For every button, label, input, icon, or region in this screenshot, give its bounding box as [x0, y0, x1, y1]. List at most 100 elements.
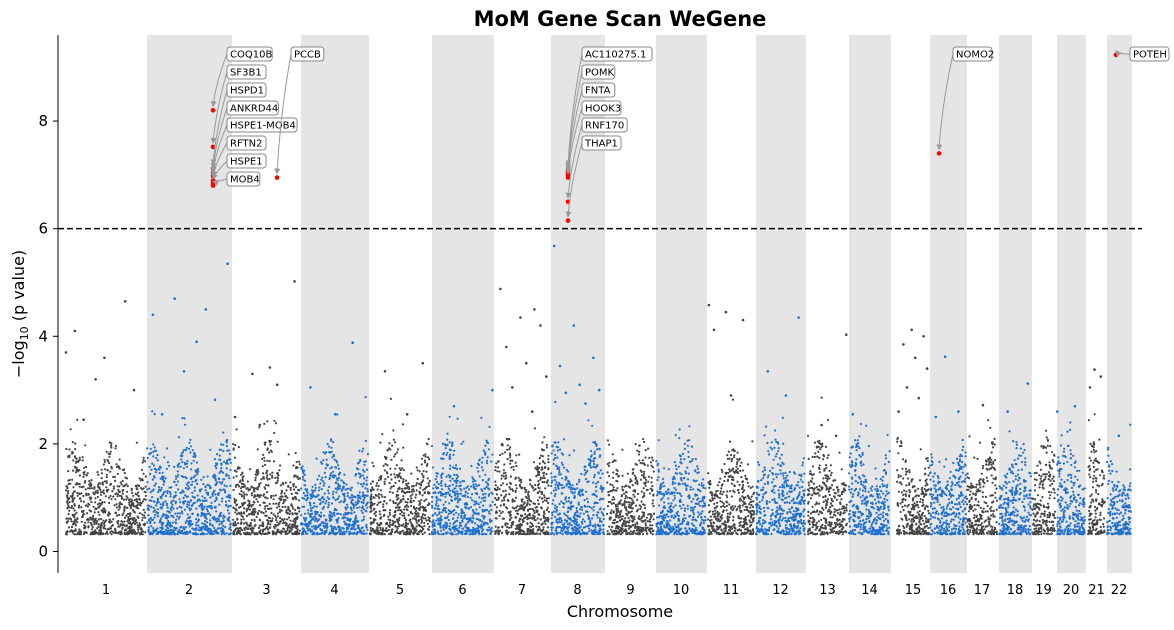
point-chr2 — [150, 505, 153, 508]
point-chr6 — [487, 494, 490, 497]
point-chr6 — [459, 481, 462, 484]
point-chr6 — [460, 516, 463, 519]
point-chr8 — [568, 507, 571, 510]
point-chr4 — [304, 484, 307, 487]
point-chr5 — [413, 527, 416, 530]
point-chr2 — [149, 447, 152, 450]
point-chr6 — [441, 488, 444, 491]
point-chr3 — [237, 511, 240, 514]
point-chr3 — [264, 463, 267, 466]
point-chr2 — [205, 499, 208, 502]
point-chr3 — [267, 528, 270, 531]
point-chr5 — [378, 510, 381, 513]
point-chr5 — [427, 456, 430, 459]
point-chr7 — [498, 530, 501, 533]
point-chr2 — [189, 445, 192, 448]
point-chr4 — [352, 532, 355, 536]
point-chr7 — [519, 483, 522, 486]
point-chr6 — [466, 527, 469, 530]
point-chr7 — [515, 516, 518, 519]
point-chr1 — [97, 473, 100, 476]
point-chr8 — [592, 459, 595, 462]
point-chr4 — [324, 476, 327, 479]
point-chr2 — [220, 463, 223, 466]
point-chr8 — [585, 490, 588, 493]
point-chr2 — [196, 482, 199, 485]
point-chr8 — [592, 465, 595, 468]
point-chr8 — [582, 512, 586, 515]
point-chr6 — [448, 527, 451, 531]
point-chr9 — [632, 532, 635, 535]
point-chr2 — [225, 473, 228, 476]
point-chr8 — [588, 527, 591, 530]
point-chr2 — [168, 486, 171, 489]
point-chr4 — [320, 462, 323, 465]
point-chr2 — [171, 503, 174, 506]
point-chr1 — [140, 530, 143, 533]
point-chr4 — [303, 469, 306, 472]
point-chr7 — [531, 507, 534, 511]
point-chr5 — [410, 497, 413, 500]
point-chr1 — [139, 479, 142, 482]
point-chr7 — [528, 530, 531, 533]
point-chr9 — [606, 439, 610, 442]
point-chr1 — [126, 490, 129, 493]
point-chr1 — [135, 441, 138, 444]
point-chr1 — [94, 497, 97, 500]
point-chr7 — [529, 528, 532, 532]
point-chr1 — [105, 519, 108, 522]
point-chr6 — [462, 517, 465, 520]
point-chr5 — [387, 515, 390, 518]
point-chr2 — [210, 532, 213, 536]
point-chr1 — [87, 521, 90, 524]
point-chr1 — [89, 482, 92, 485]
point-chr1 — [84, 521, 87, 524]
point-chr3 — [261, 465, 264, 468]
point-chr1 — [76, 470, 79, 473]
point-chr9 — [644, 484, 647, 487]
point-chr9 — [624, 494, 628, 498]
point-chr1 — [144, 498, 147, 501]
point-chr1 — [103, 524, 106, 527]
point-chr2 — [193, 486, 196, 489]
point-chr2 — [197, 524, 200, 527]
point-chr2 — [146, 488, 149, 491]
point-chr7 — [509, 446, 512, 449]
point-chr2 — [217, 532, 220, 535]
point-chr8 — [551, 514, 554, 517]
point-chr2 — [151, 462, 154, 465]
point-chr4 — [335, 491, 338, 494]
point-chr6 — [435, 486, 438, 489]
point-chr5 — [422, 470, 425, 473]
point-chr2 — [159, 477, 162, 480]
point-chr5 — [386, 464, 389, 467]
point-chr1 — [142, 459, 145, 462]
point-chr4 — [343, 473, 346, 476]
point-chr6 — [435, 502, 438, 505]
point-chr1 — [67, 470, 70, 473]
point-chr1 — [69, 530, 72, 533]
point-chr6 — [460, 489, 463, 492]
point-chr7 — [532, 461, 536, 464]
point-chr2 — [205, 508, 208, 511]
point-chr2 — [147, 508, 150, 511]
point-chr6 — [479, 501, 482, 504]
point-chr1 — [140, 477, 144, 481]
point-chr6 — [431, 532, 434, 535]
point-chr1 — [125, 528, 128, 532]
point-chr4 — [342, 527, 345, 530]
point-chr1 — [100, 472, 104, 475]
point-chr3 — [297, 460, 301, 463]
point-chr2 — [166, 447, 169, 450]
point-chr6 — [474, 522, 477, 525]
point-chr7 — [543, 436, 546, 439]
chromosome-band-18 — [999, 35, 1032, 573]
point-chr4 — [307, 521, 311, 524]
point-chr3 — [263, 422, 266, 425]
point-chr3 — [298, 507, 301, 510]
point-chr6 — [430, 444, 434, 448]
point-chr6 — [444, 517, 447, 520]
point-chr5 — [396, 518, 399, 521]
point-chr6 — [457, 532, 460, 535]
point-chr4 — [338, 487, 341, 490]
